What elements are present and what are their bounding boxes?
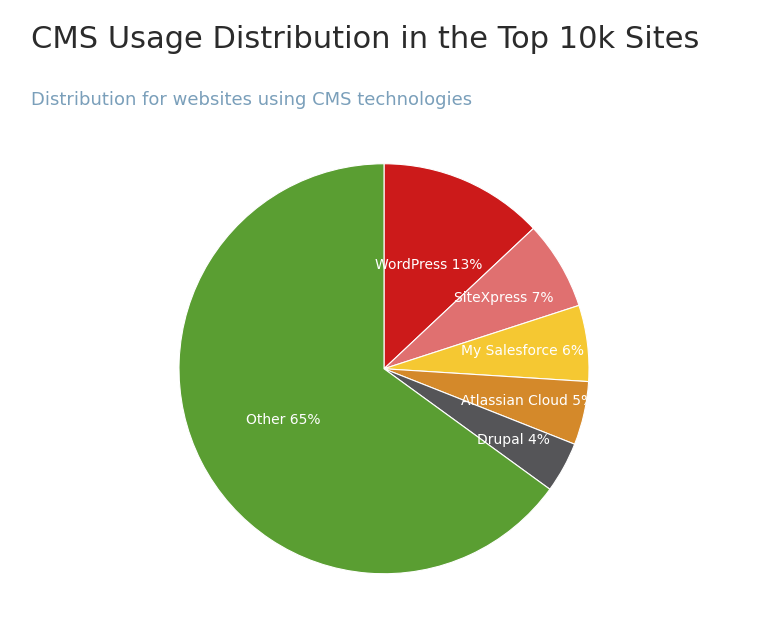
Text: Drupal 4%: Drupal 4% <box>477 433 550 447</box>
Wedge shape <box>384 306 589 382</box>
Text: My Salesforce 6%: My Salesforce 6% <box>461 344 584 358</box>
Text: Distribution for websites using CMS technologies: Distribution for websites using CMS tech… <box>31 91 472 109</box>
Wedge shape <box>384 369 588 444</box>
Text: SiteXpress 7%: SiteXpress 7% <box>454 291 554 305</box>
Wedge shape <box>179 164 550 574</box>
Text: Atlassian Cloud 5%: Atlassian Cloud 5% <box>462 394 594 408</box>
Text: Other 65%: Other 65% <box>247 413 321 427</box>
Wedge shape <box>384 228 579 369</box>
Wedge shape <box>384 164 534 369</box>
Text: WordPress 13%: WordPress 13% <box>375 258 482 272</box>
Wedge shape <box>384 369 574 489</box>
Text: CMS Usage Distribution in the Top 10k Sites: CMS Usage Distribution in the Top 10k Si… <box>31 25 699 54</box>
